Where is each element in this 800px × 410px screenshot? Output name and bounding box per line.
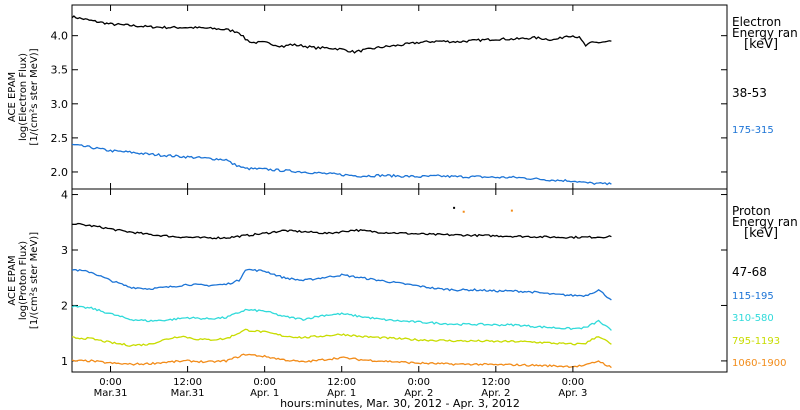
y-tick-label: 4 bbox=[61, 189, 68, 202]
x-tick-time-label: 0:00 bbox=[408, 377, 430, 388]
series-115-195 bbox=[71, 268, 612, 301]
x-tick-time-label: 12:00 bbox=[481, 377, 510, 388]
y-axis-title-line: ACE EPAM bbox=[7, 255, 18, 305]
x-tick-date-label: Apr. 3 bbox=[558, 388, 587, 399]
outlier-point bbox=[462, 210, 465, 213]
series-795-1193 bbox=[71, 328, 612, 347]
x-tick-date-label: Apr. 2 bbox=[404, 388, 433, 399]
y-tick-label: 2 bbox=[61, 299, 68, 312]
x-tick-date-label: Mar.31 bbox=[94, 388, 128, 399]
series-47-68 bbox=[71, 222, 612, 240]
y-tick-label: 3.0 bbox=[51, 98, 69, 111]
series-trace bbox=[71, 328, 612, 347]
series-175-315 bbox=[71, 143, 612, 186]
y-tick-label: 1 bbox=[61, 355, 68, 368]
y-axis-title-line: [1/(cm²s ster MeV)] bbox=[29, 232, 40, 329]
y-axis-title-line: [1/(cm²s ster MeV)] bbox=[29, 48, 40, 145]
legend-entry: 1060-1900 bbox=[732, 358, 787, 369]
x-tick-time-label: 12:00 bbox=[173, 377, 202, 388]
outlier-point bbox=[510, 209, 513, 212]
x-axis-title: hours:minutes, Mar. 30, 2012 - Apr. 3, 2… bbox=[280, 397, 520, 410]
series-trace bbox=[71, 15, 612, 54]
y-axis-title-line: log(Proton Flux) bbox=[18, 241, 29, 320]
x-tick-date-label: Mar.31 bbox=[171, 388, 205, 399]
x-tick-date-label: Apr. 1 bbox=[327, 388, 356, 399]
panel-electron: 2.0 2.5 3.0 3.5 4.0 ACE EPAM log(Electron Flux… bbox=[7, 4, 798, 190]
legend-title-line: [keV] bbox=[744, 37, 778, 52]
x-tick-time-label: 12:00 bbox=[327, 377, 356, 388]
series-1060-1900 bbox=[71, 353, 612, 369]
legend-title-line: Energy ran bbox=[732, 26, 798, 40]
legend-entry: 115-195 bbox=[732, 291, 774, 302]
y-tick-label: 3.5 bbox=[51, 64, 69, 77]
series-trace bbox=[71, 305, 612, 331]
legend-title-line: Electron bbox=[732, 15, 781, 29]
legend-title-line: Proton bbox=[732, 204, 771, 218]
y-axis-title-line: log(Electron Flux) bbox=[18, 53, 29, 141]
x-tick-time-label: 0:00 bbox=[99, 377, 121, 388]
legend-entry: 47-68 bbox=[732, 265, 767, 279]
series-trace bbox=[71, 222, 612, 240]
outlier-point bbox=[453, 206, 456, 209]
x-tick-date-label: Apr. 1 bbox=[250, 388, 279, 399]
series-trace bbox=[71, 268, 612, 301]
x-tick-time-label: 0:00 bbox=[253, 377, 275, 388]
y-tick-label: 3 bbox=[61, 244, 68, 257]
plot-frame bbox=[71, 188, 728, 373]
y-tick-label: 2.5 bbox=[51, 132, 69, 145]
plot-frame bbox=[71, 4, 728, 190]
legend-entry: 310-580 bbox=[732, 313, 774, 324]
y-axis-title-line: ACE EPAM bbox=[7, 72, 18, 122]
panel-proton: 1 2 3 4 ACE EPAM log(Proton Flux) [1/(cm²s ste… bbox=[7, 188, 798, 373]
y-tick-label: 4.0 bbox=[51, 30, 69, 43]
series-38-53 bbox=[71, 15, 612, 54]
y-tick-label: 2.0 bbox=[51, 166, 69, 179]
legend-title-line: [keV] bbox=[744, 226, 778, 241]
legend-title-line: Energy ran bbox=[732, 215, 798, 229]
series-trace bbox=[71, 143, 612, 186]
series-310-580 bbox=[71, 305, 612, 331]
legend-entry: 38-53 bbox=[732, 86, 767, 100]
series-trace bbox=[71, 353, 612, 369]
x-tick-time-label: 0:00 bbox=[562, 377, 584, 388]
legend-entry: 175-315 bbox=[732, 125, 774, 136]
legend-entry: 795-1193 bbox=[732, 336, 780, 347]
x-tick-date-label: Apr. 2 bbox=[481, 388, 510, 399]
